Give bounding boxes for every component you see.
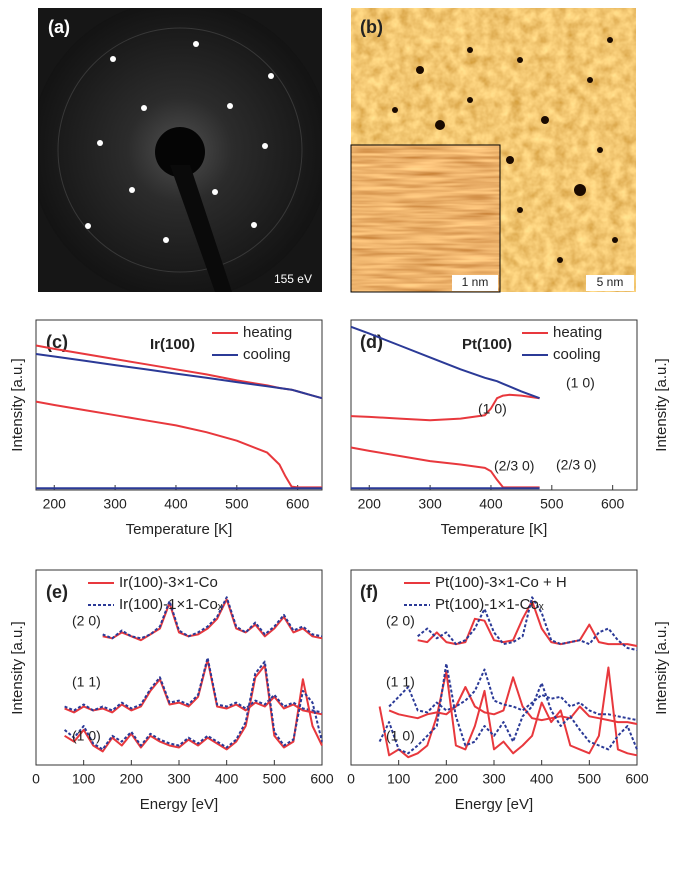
- x-axis-title: Energy [eV]: [140, 796, 218, 813]
- data-line: [417, 600, 638, 647]
- x-tick-label: 400: [164, 496, 188, 512]
- x-tick-label: 400: [479, 496, 503, 512]
- x-tick-label: 400: [215, 771, 239, 787]
- data-line: [378, 666, 638, 759]
- x-tick-label: 600: [625, 771, 649, 787]
- x-tick-label: 100: [387, 771, 411, 787]
- annotation: (2/3 0): [556, 457, 596, 473]
- y-axis-title: Intensity [a.u.]: [653, 621, 670, 714]
- data-line: [35, 400, 322, 489]
- data-line: [388, 668, 638, 722]
- data-line: [63, 660, 323, 751]
- scale-box: [586, 275, 634, 291]
- y-axis-title: Intensity [a.u.]: [9, 358, 26, 451]
- data-line: [417, 596, 638, 651]
- annotation: (2/3 0): [494, 458, 534, 474]
- stm-image: [350, 8, 636, 293]
- panel-label: (f): [360, 582, 378, 602]
- panel-label: (a): [48, 17, 70, 37]
- x-tick-label: 300: [482, 771, 506, 787]
- x-tick-label: 300: [103, 496, 127, 512]
- x-tick-label: 200: [43, 496, 67, 512]
- legend-label: Pt(100)-3×1-Co + H: [435, 574, 567, 591]
- plot-frame: [35, 319, 323, 491]
- x-axis-title: Temperature [K]: [126, 521, 233, 538]
- scale-box: [452, 275, 498, 291]
- data-line: [350, 393, 540, 422]
- y-axis-title: Intensity [a.u.]: [653, 358, 670, 451]
- panel-label: (e): [46, 582, 68, 602]
- data-line: [388, 676, 638, 725]
- annotation: (1 0): [566, 375, 595, 391]
- x-tick-label: 300: [418, 496, 442, 512]
- panel-label: (c): [46, 332, 68, 352]
- x-tick-label: 500: [540, 496, 564, 512]
- x-tick-label: 500: [263, 771, 287, 787]
- x-tick-label: 400: [530, 771, 554, 787]
- annotation: (1 1): [72, 674, 101, 690]
- x-tick-label: 500: [578, 771, 602, 787]
- data-line: [102, 598, 323, 642]
- chart-title: Ir(100): [150, 336, 195, 353]
- legend-label: cooling: [553, 346, 601, 363]
- legend-label: cooling: [243, 346, 291, 363]
- plot-frame: [350, 319, 638, 491]
- chart-title: Pt(100): [462, 336, 512, 353]
- x-tick-label: 0: [32, 771, 40, 787]
- scale-label: 1 nm: [462, 275, 489, 289]
- legend-label: heating: [243, 324, 292, 341]
- data-line: [64, 658, 323, 716]
- annotation: (1 0): [386, 728, 415, 744]
- data-line: [102, 596, 323, 640]
- x-tick-label: 200: [358, 496, 382, 512]
- panel-label: (b): [360, 17, 383, 37]
- leed-image: [38, 8, 322, 292]
- x-tick-label: 100: [72, 771, 96, 787]
- x-tick-label: 600: [310, 771, 334, 787]
- scale-label: 155 eV: [274, 272, 312, 286]
- legend-label: Ir(100)-1×1-Coₓ: [119, 596, 223, 613]
- x-tick-label: 200: [435, 771, 459, 787]
- annotation: (1 0): [478, 401, 507, 417]
- annotation: (1 0): [72, 728, 101, 744]
- x-tick-label: 600: [601, 496, 625, 512]
- x-tick-label: 300: [167, 771, 191, 787]
- legend-label: Ir(100)-3×1-Co: [119, 574, 218, 591]
- annotation: (1 1): [386, 674, 415, 690]
- scale-label: 5 nm: [597, 275, 624, 289]
- annotation: (2 0): [386, 613, 415, 629]
- x-axis-title: Energy [eV]: [455, 796, 533, 813]
- x-tick-label: 0: [347, 771, 355, 787]
- y-axis-title: Intensity [a.u.]: [9, 621, 26, 714]
- x-tick-label: 600: [286, 496, 310, 512]
- x-tick-label: 500: [225, 496, 249, 512]
- data-line: [64, 664, 323, 753]
- data-line: [378, 662, 638, 755]
- data-line: [64, 656, 323, 714]
- annotation: (2 0): [72, 613, 101, 629]
- x-tick-label: 200: [120, 771, 144, 787]
- legend-label: Pt(100)-1×1-Coₓ: [435, 596, 544, 613]
- x-axis-title: Temperature [K]: [441, 521, 548, 538]
- legend-label: heating: [553, 324, 602, 341]
- data-line: [350, 325, 540, 400]
- data-line: [35, 353, 323, 400]
